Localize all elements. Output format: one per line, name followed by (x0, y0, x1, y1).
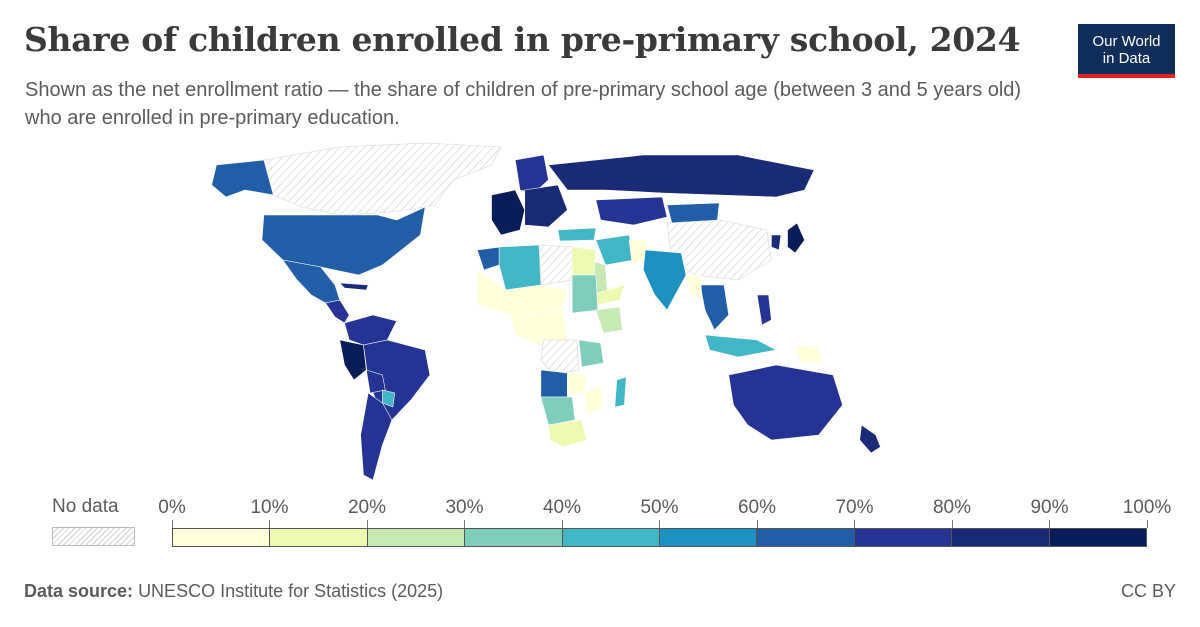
data-source-text[interactable]: UNESCO Institute for Statistics (2025) (138, 581, 444, 601)
map-region[interactable]: Western Europe (491, 189, 526, 236)
legend-bin-3[interactable] (465, 529, 563, 546)
legend-bin-8[interactable] (952, 529, 1050, 546)
map-region[interactable]: Angola (540, 369, 568, 398)
legend-bin-7[interactable] (854, 529, 953, 546)
legend-color-scale (172, 528, 1147, 547)
legend-tick-mark (756, 520, 758, 528)
license-label[interactable]: CC BY (1120, 581, 1176, 601)
legend-tick-mark (1049, 520, 1050, 528)
legend-no-data-swatch[interactable] (52, 527, 135, 546)
map-region[interactable]: Japan (787, 222, 805, 254)
map-region[interactable]: Central America (325, 299, 350, 324)
map-region[interactable]: Korea (771, 234, 782, 251)
legend-tick-label: 90% (1030, 497, 1069, 518)
legend-tick-label: 50% (640, 497, 679, 518)
legend-tick-mark (561, 520, 563, 528)
map-region[interactable]: Alaska (211, 159, 274, 198)
map-region[interactable]: Bolivia (365, 369, 386, 394)
legend-tick-label: 10% (250, 497, 289, 518)
legend-tick-mark (659, 520, 660, 528)
map-region[interactable]: Namibia/Botswana (540, 396, 576, 426)
map-region[interactable]: Paraguay (382, 389, 396, 408)
data-source-label: Data source: (24, 581, 134, 601)
legend-bin-6[interactable] (757, 529, 855, 546)
map-region[interactable]: Australia (728, 364, 843, 441)
map-region[interactable]: Tanzania (578, 339, 604, 368)
legend-tick-label: 100% (1122, 497, 1172, 518)
map-region[interactable]: Myanmar (685, 274, 703, 301)
map-region[interactable]: Morocco (476, 246, 502, 271)
logo-line-1: Our World (1092, 33, 1161, 50)
data-source: Data source: UNESCO Institute for Statis… (24, 581, 443, 602)
legend-bin-2[interactable] (367, 529, 466, 546)
map-region[interactable]: Egypt (571, 246, 597, 276)
legend-tick-mark (269, 520, 270, 528)
legend-tick-label: 60% (737, 497, 777, 518)
map-region[interactable]: Madagascar (614, 376, 627, 408)
map-region[interactable]: Russia (547, 154, 815, 198)
map-region[interactable]: Canada/Greenland (263, 142, 502, 216)
map-region[interactable]: Sahel (477, 269, 568, 316)
legend-no-data-label: No data (52, 496, 119, 517)
legend-bin-5[interactable] (660, 529, 758, 546)
map-region[interactable]: New Zealand (859, 424, 881, 454)
logo-line-2: in Data (1102, 50, 1151, 67)
map-region[interactable]: Kazakhstan (595, 196, 668, 226)
map-region[interactable]: Southeast Asia (699, 284, 730, 331)
map-region[interactable]: Mozambique (584, 384, 604, 416)
legend-tick-label: 40% (542, 497, 582, 518)
legend-tick-mark (854, 520, 855, 528)
map-region[interactable]: DR Congo (540, 339, 580, 376)
legend-tick-mark (171, 520, 173, 528)
map-region[interactable]: Indonesia (704, 334, 778, 358)
legend-tick-label: 80% (932, 497, 972, 518)
map-region[interactable]: Turkey (557, 227, 597, 242)
map-region[interactable]: India (643, 249, 687, 311)
map-region[interactable]: Scandinavia (514, 154, 549, 194)
chart-title: Share of children enrolled in pre-primar… (24, 20, 1021, 59)
map-region[interactable]: Sudan (571, 274, 599, 314)
legend-bin-4[interactable] (562, 529, 661, 546)
map-region[interactable]: United States (261, 206, 426, 276)
map-region[interactable]: Ethiopia (595, 306, 623, 334)
legend-bin-9[interactable] (1049, 529, 1147, 546)
legend-tick-mark (464, 520, 465, 528)
map-region[interactable]: Libya (538, 244, 573, 286)
owid-logo[interactable]: Our World in Data (1078, 24, 1175, 78)
map-region[interactable]: Algeria (498, 244, 542, 291)
legend-tick-label: 20% (347, 497, 387, 518)
legend-tick-mark (951, 520, 953, 528)
legend-bin-1[interactable] (270, 529, 368, 546)
legend-tick-label: 70% (835, 497, 874, 518)
map-region[interactable]: Philippines (756, 294, 772, 326)
map-region[interactable]: Eastern Europe (524, 184, 568, 228)
chart-subtitle: Shown as the net enrollment ratio — the … (25, 79, 1022, 129)
map-region[interactable]: Argentina/Chile (360, 392, 393, 481)
legend-tick-mark (366, 520, 368, 528)
legend-tick-mark (1146, 520, 1148, 528)
map-region[interactable]: South Africa (548, 419, 587, 448)
map-region[interactable]: Iran (595, 234, 635, 266)
map-region[interactable]: Mongolia (666, 202, 720, 224)
legend-bin-0[interactable] (173, 529, 271, 546)
map-region[interactable]: Zambia (567, 372, 587, 396)
map-region[interactable]: Papua New Guinea (794, 344, 823, 364)
map-region[interactable]: Cuba (339, 282, 369, 291)
legend-tick-label: 30% (445, 497, 484, 518)
legend-tick-label: 0% (158, 497, 186, 518)
world-map: Canada/GreenlandAlaskaUnited StatesMexic… (211, 142, 881, 481)
map-region[interactable]: Peru (339, 339, 367, 381)
